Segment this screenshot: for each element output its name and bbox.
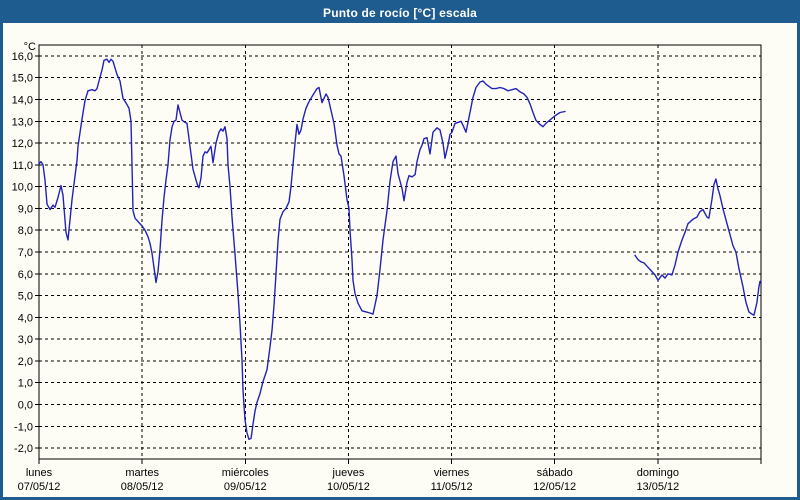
day-date-label: 11/05/12 (431, 481, 473, 493)
y-tick-label: 13,0 (12, 116, 33, 128)
y-tick-label: 2,0 (18, 356, 33, 368)
y-tick-label: 9,0 (18, 203, 33, 215)
y-tick-label: 6,0 (18, 269, 33, 281)
y-tick-label: 4,0 (18, 312, 33, 324)
y-tick-label: 16,0 (12, 51, 33, 63)
dew-point-series-line (634, 178, 761, 316)
y-tick-label: 14,0 (12, 94, 33, 106)
y-tick-label: -2,0 (14, 443, 33, 455)
y-tick-label: 0,0 (18, 400, 33, 412)
day-name-label: martes (125, 467, 159, 479)
dew-point-series-line (38, 58, 566, 441)
chart-title: Punto de rocío [°C] escala (322, 6, 478, 20)
y-tick-label: 10,0 (12, 182, 33, 194)
y-tick-label: 7,0 (18, 247, 33, 259)
day-name-label: miércoles (222, 467, 270, 479)
day-date-label: 09/05/12 (224, 481, 267, 493)
y-tick-label: 3,0 (18, 334, 33, 346)
day-name-label: lunes (26, 467, 53, 479)
day-name-label: sábado (537, 467, 573, 479)
day-name-label: jueves (332, 467, 365, 479)
day-name-label: domingo (637, 467, 679, 479)
day-date-label: 08/05/12 (121, 481, 164, 493)
day-date-label: 12/05/12 (533, 481, 576, 493)
y-tick-label: 8,0 (18, 225, 33, 237)
title-bar: Punto de rocío [°C] escala (3, 3, 797, 23)
day-name-label: viernes (434, 467, 470, 479)
y-tick-label: 12,0 (12, 138, 33, 150)
y-tick-label: -1,0 (14, 421, 33, 433)
y-tick-label: 15,0 (12, 73, 33, 85)
day-date-label: 10/05/12 (327, 481, 370, 493)
day-date-label: 07/05/12 (18, 481, 61, 493)
y-tick-label: 5,0 (18, 291, 33, 303)
day-date-label: 13/05/12 (636, 481, 679, 493)
y-tick-label: 11,0 (12, 160, 33, 172)
y-tick-label: 1,0 (18, 378, 33, 390)
y-axis-unit-label: °C (24, 41, 36, 53)
